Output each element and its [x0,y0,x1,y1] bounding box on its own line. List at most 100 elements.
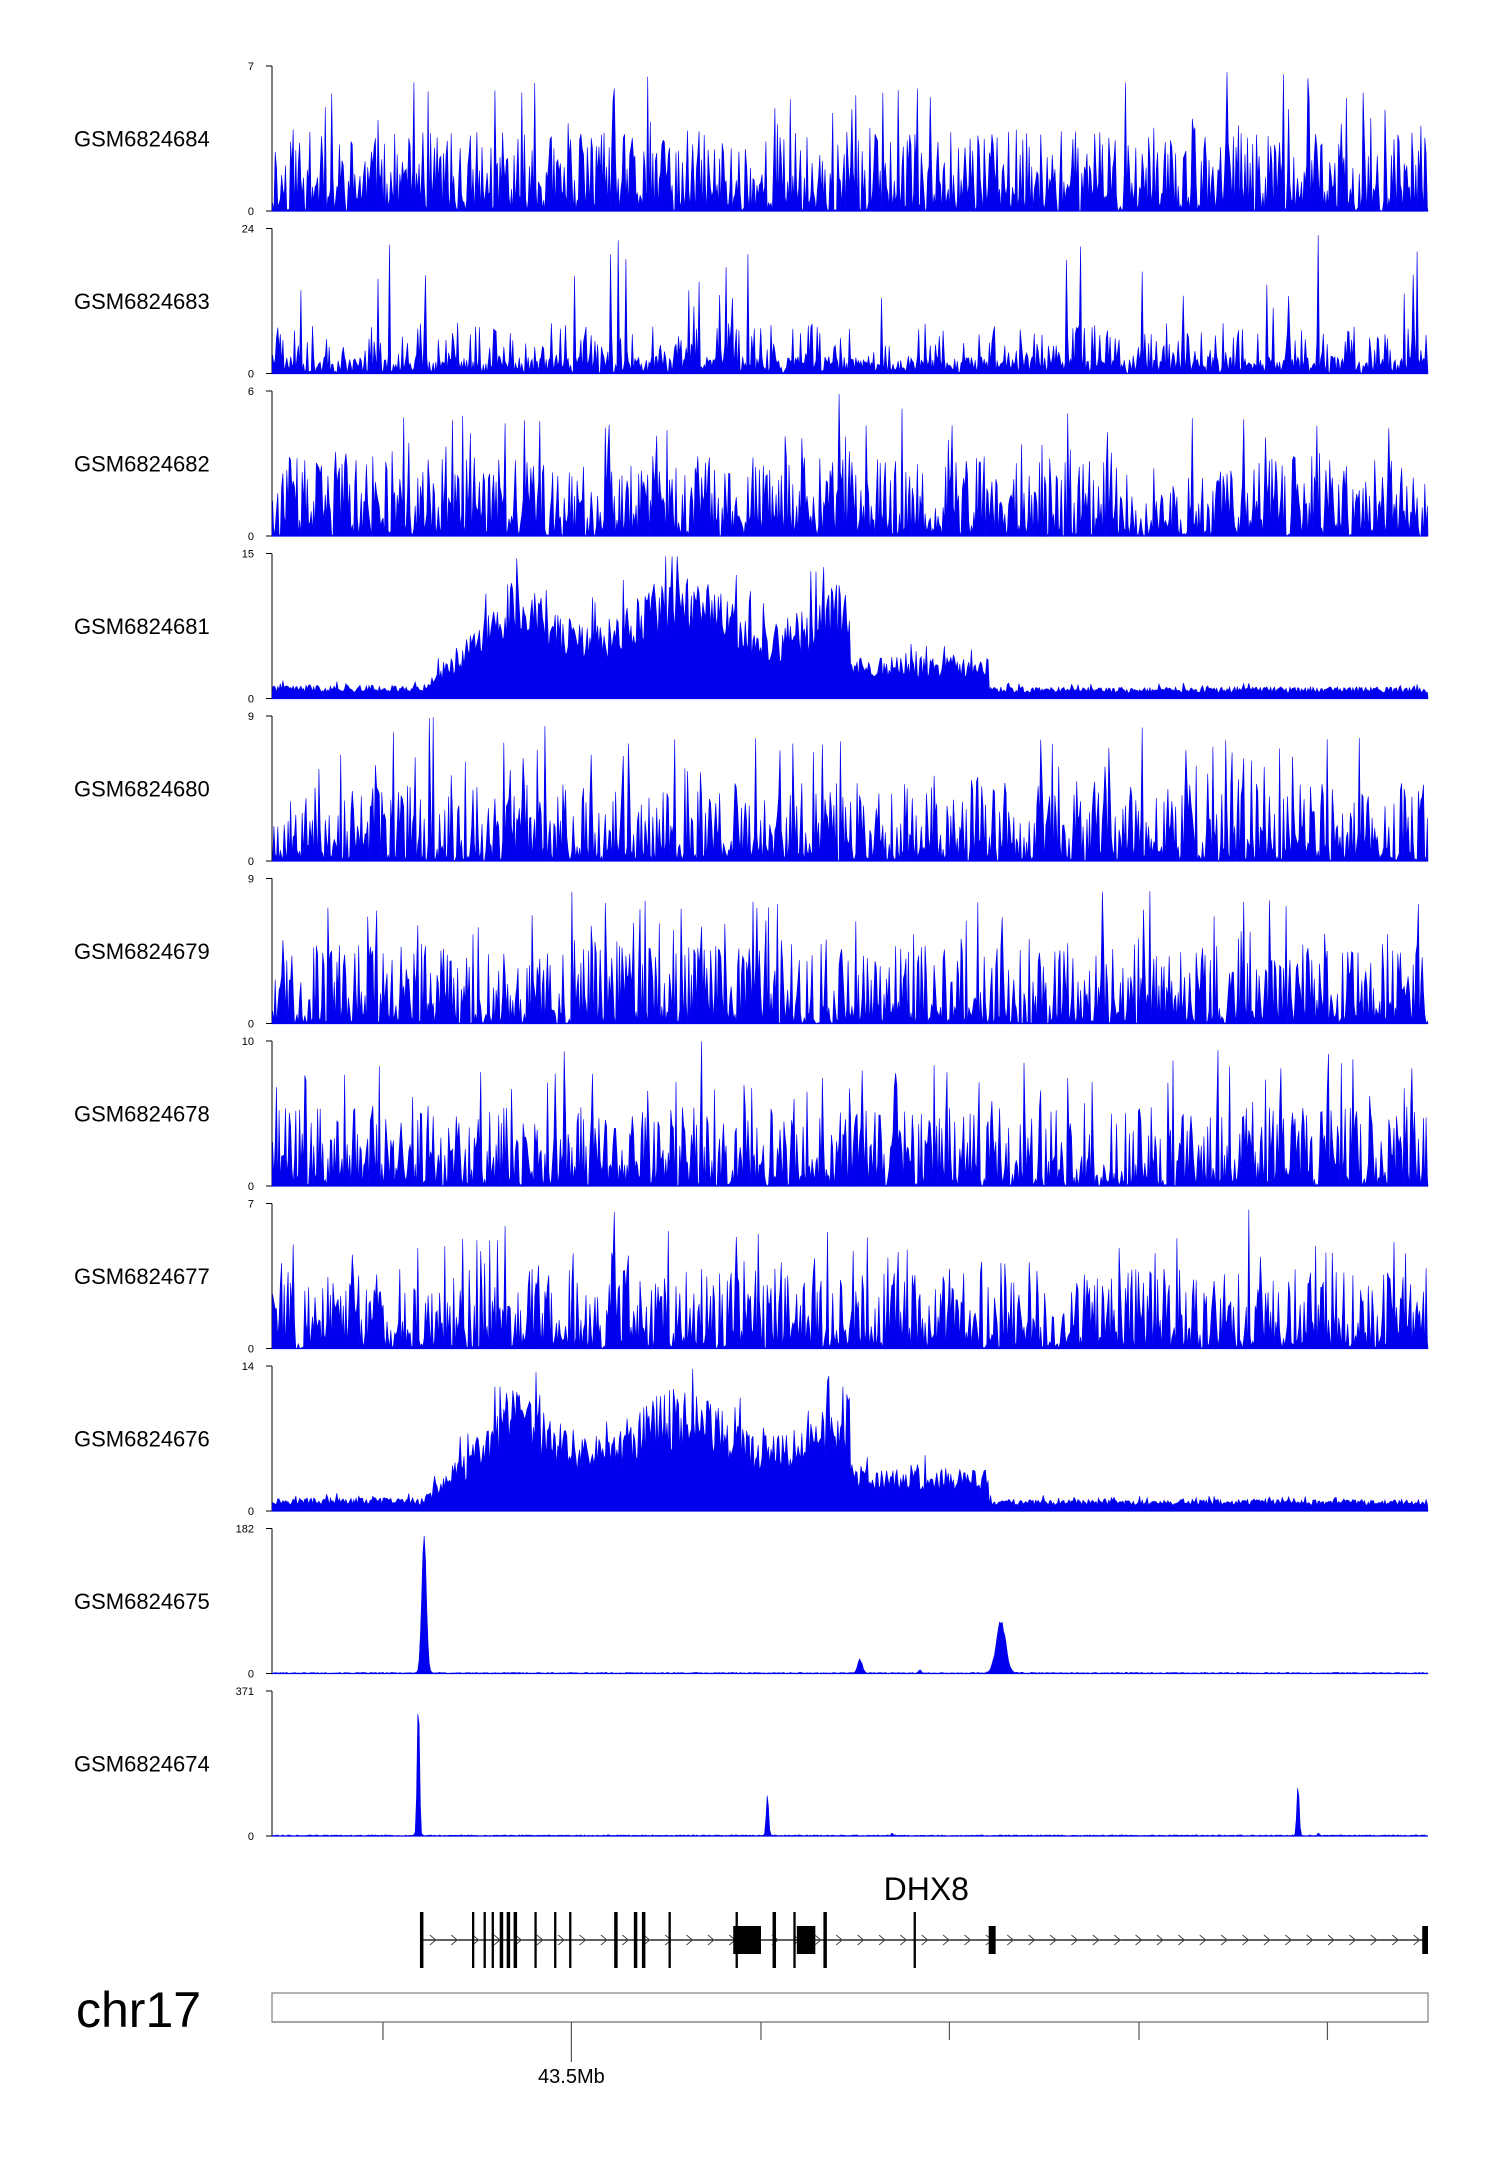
exon-block [554,1912,557,1968]
strand-arrow [1006,1934,1015,1946]
strand-arrow [857,1934,865,1946]
track-label: GSM6824684 [74,127,210,152]
track-GSM6824681: GSM6824681 15 0 [74,549,1429,706]
strand-arrow [1092,1934,1100,1946]
chromosome-axis: chr17 43.5Mb [76,1982,1429,2088]
gene-track: DHX8 [419,1871,1428,1968]
exon-block [506,1912,511,1968]
strand-arrow [1049,1934,1057,1946]
exon-block [513,1912,518,1968]
track-GSM6824678: GSM6824678 10 0 [74,1036,1429,1193]
strand-arrow [964,1934,972,1946]
signal-area [271,1535,1429,1674]
strand-arrow [1242,1934,1250,1946]
strand-arrow [1391,1934,1399,1946]
strand-arrow [1071,1934,1079,1946]
signal-area [271,1368,1429,1512]
strand-arrow [1199,1934,1207,1946]
strand-arrow [1156,1934,1164,1946]
track-GSM6824679: GSM6824679 9 0 [74,874,1429,1031]
track-label: GSM6824683 [74,289,210,314]
strand-arrow [921,1934,929,1946]
exon-block [793,1912,796,1968]
track-GSM6824675: GSM6824675 182 0 [74,1524,1429,1681]
strand-arrow [878,1934,886,1946]
exon-block [419,1912,424,1968]
track-GSM6824676: GSM6824676 14 0 [74,1361,1429,1518]
exon-block [534,1912,537,1968]
strand-arrow [900,1934,908,1946]
track-label: GSM6824675 [74,1589,210,1614]
track-GSM6824674: GSM6824674 371 0 [74,1686,1429,1843]
y-axis-min-label: 0 [248,531,254,543]
signal-area [271,556,1429,699]
y-axis-max-label: 182 [236,1524,254,1536]
exon-block [1422,1926,1428,1954]
track-label: GSM6824677 [74,1264,210,1289]
track-label: GSM6824676 [74,1427,210,1452]
signal-area [271,235,1429,374]
y-axis-max-label: 9 [248,711,254,723]
signal-area [271,1041,1429,1188]
exon-block [569,1912,572,1968]
signal-area [271,394,1429,537]
y-axis-max-label: 9 [248,874,254,886]
strand-arrow [450,1934,459,1946]
track-label: GSM6824678 [74,1102,210,1127]
strand-arrow [814,1934,822,1946]
strand-arrow [1135,1934,1143,1946]
track-label: GSM6824682 [74,452,210,477]
track-GSM6824682: GSM6824682 6 0 [74,386,1429,543]
strand-arrow [1413,1934,1421,1946]
track-GSM6824684: GSM6824684 7 0 [74,61,1429,218]
exon-block [733,1926,761,1954]
strand-arrow [1263,1934,1271,1946]
strand-arrow [429,1934,437,1946]
track-label: GSM6824681 [74,614,210,639]
y-axis-min-label: 0 [248,1181,254,1193]
y-axis-min-label: 0 [248,1506,254,1518]
signal-area [271,1209,1429,1350]
exon-block [633,1912,638,1968]
track-GSM6824683: GSM6824683 24 0 [74,224,1429,381]
exon-block [668,1912,671,1968]
strand-arrow [621,1934,630,1946]
signal-area [271,891,1429,1025]
exon-block [641,1912,646,1968]
strand-arrow [1284,1934,1293,1946]
y-axis-min-label: 0 [248,206,254,218]
y-axis-max-label: 7 [248,1199,254,1211]
strand-arrow [1113,1934,1121,1946]
gene-model [419,1912,1428,1968]
exon-block [988,1926,996,1954]
y-axis-min-label: 0 [248,1831,254,1843]
exon-block [499,1912,504,1968]
gene-name-label: DHX8 [884,1871,969,1907]
exon-block [823,1912,827,1968]
track-GSM6824677: GSM6824677 7 0 [74,1199,1429,1356]
strand-arrow [536,1934,544,1946]
strand-arrow [600,1934,608,1946]
strand-arrow [1178,1934,1186,1946]
strand-arrow [515,1934,523,1946]
y-axis-max-label: 6 [248,386,254,398]
exon-block [772,1912,777,1968]
y-axis-max-label: 24 [242,224,254,236]
strand-arrow [1349,1934,1357,1946]
strand-arrow [643,1934,651,1946]
signal-area [271,1713,1429,1837]
track-label: GSM6824679 [74,939,210,964]
y-axis-min-label: 0 [248,694,254,706]
track-GSM6824680: GSM6824680 9 0 [74,711,1429,868]
exon-block [614,1912,618,1968]
y-axis-max-label: 14 [242,1361,254,1373]
y-axis-min-label: 0 [248,856,254,868]
strand-arrow [942,1934,950,1946]
exon-block [483,1912,486,1968]
track-label: GSM6824680 [74,777,210,802]
strand-arrow [707,1934,715,1946]
strand-arrow [1306,1934,1314,1946]
x-axis-ticks [382,2022,1329,2062]
chromosome-ideogram [271,1992,1429,2023]
y-axis-min-label: 0 [248,1344,254,1356]
